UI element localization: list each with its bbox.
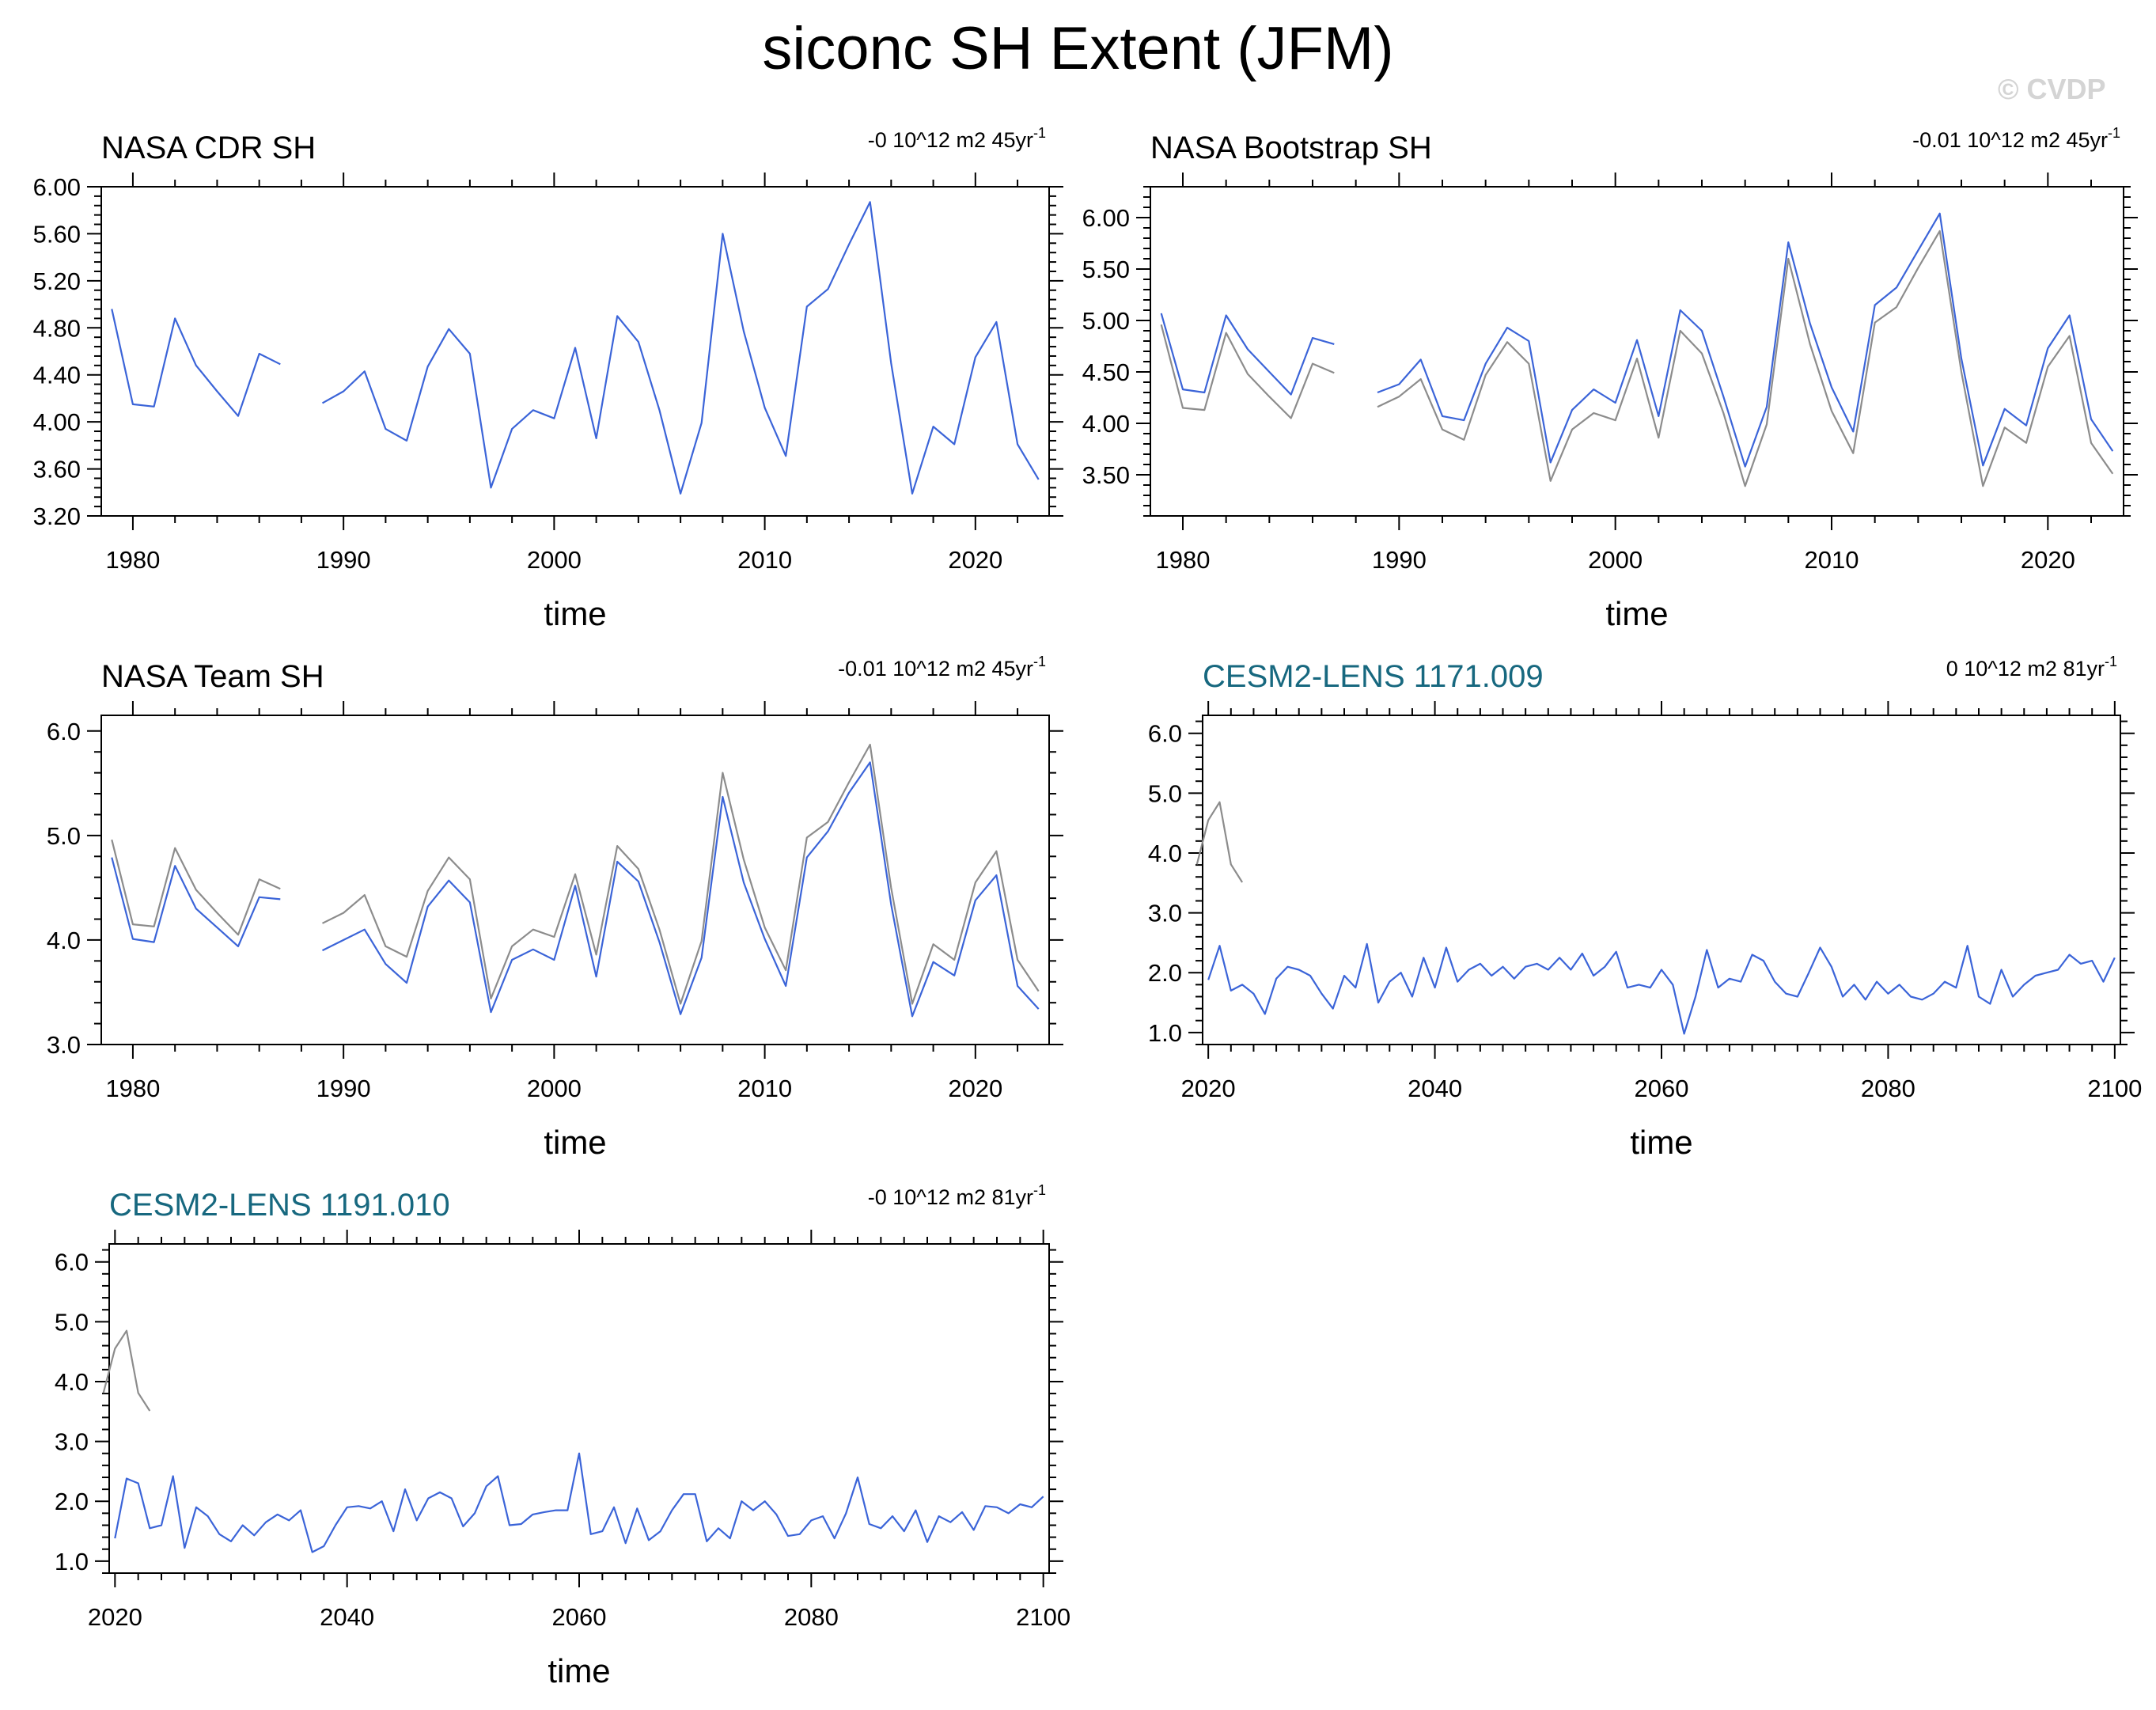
y-tick-label: 6.0: [55, 1249, 89, 1276]
y-tick-label: 1.0: [1148, 1019, 1182, 1047]
series-line-observation: [102, 1329, 151, 1412]
series-line-observation: [1160, 229, 2114, 487]
trend-label: -0 10^12 m2 45yr-1: [868, 125, 1046, 152]
y-tick-label: 4.0: [1148, 840, 1182, 867]
y-tick-label: 2.0: [1148, 959, 1182, 987]
copyright-watermark: © CVDP: [1998, 73, 2106, 105]
x-tick-label: 2060: [552, 1603, 607, 1631]
x-tick-label: 1980: [105, 1075, 160, 1102]
y-tick-label: 3.50: [1082, 461, 1130, 489]
x-tick-label: 2010: [1805, 546, 1859, 574]
y-tick-label: 5.60: [33, 220, 81, 248]
x-tick-label: 2010: [737, 546, 792, 574]
series-line-observation: [111, 743, 1040, 1005]
panel-title: CESM2-LENS 1191.010: [109, 1188, 450, 1223]
x-tick-label: 2020: [948, 1075, 1002, 1102]
y-tick-label: 6.00: [33, 173, 81, 201]
plot-frame: [1202, 715, 2121, 1045]
y-tick-label: 6.0: [1148, 720, 1182, 748]
trend-label: -0 10^12 m2 81yr-1: [868, 1182, 1046, 1209]
y-tick-label: 3.0: [55, 1428, 89, 1456]
x-tick-label: 2020: [2021, 546, 2075, 574]
plot-frame: [1150, 186, 2124, 517]
y-tick-label: 2.0: [55, 1488, 89, 1515]
series-line-model: [111, 201, 1040, 495]
x-tick-label: 2040: [1408, 1075, 1462, 1102]
x-axis-label: time: [1630, 1124, 1692, 1161]
panel-cesm2-1191: 2020 2040 2060 2080 2100 1.0 2.0 3.0 4.0 5.0 6.0 ti…: [55, 1182, 1070, 1689]
y-tick-label: 3.0: [47, 1031, 81, 1059]
x-tick-label: 1980: [1156, 546, 1211, 574]
series-line-observation: [1195, 801, 1244, 883]
x-axis-label: time: [548, 1652, 610, 1689]
series-line-model: [1207, 942, 2116, 1035]
trend-label: -0.01 10^12 m2 45yr-1: [838, 654, 1046, 681]
x-axis-label: time: [544, 1124, 606, 1161]
trend-label: -0.01 10^12 m2 45yr-1: [1912, 125, 2120, 152]
y-tick-label: 3.60: [33, 456, 81, 483]
page-title: siconc SH Extent (JFM): [762, 15, 1394, 82]
y-tick-label: 4.80: [33, 314, 81, 342]
x-tick-label: 1990: [316, 546, 371, 574]
y-tick-label: 4.0: [47, 927, 81, 954]
panel-nasa-cdr: 1980 1990 2000 2010 2020 3.20 3.60 4.00 4.40 4.80…: [33, 125, 1063, 632]
panel-title: NASA Team SH: [101, 659, 324, 694]
x-tick-label: 2080: [1861, 1075, 1915, 1102]
trend-label: 0 10^12 m2 81yr-1: [1946, 654, 2117, 681]
y-tick-label: 5.0: [55, 1308, 89, 1336]
x-axis-label: time: [1605, 595, 1668, 632]
y-tick-label: 5.0: [1148, 779, 1182, 807]
x-tick-label: 1980: [105, 546, 160, 574]
y-tick-label: 4.0: [55, 1368, 89, 1396]
panel-title: CESM2-LENS 1171.009: [1203, 659, 1544, 694]
y-tick-label: 4.00: [33, 408, 81, 436]
y-tick-label: 5.50: [1082, 256, 1130, 283]
x-tick-label: 2010: [737, 1075, 792, 1102]
panel-nasa-bootstrap: 1980 1990 2000 2010 2020 3.50 4.00 4.50 5.00 5.50…: [1082, 125, 2138, 632]
x-tick-label: 2000: [527, 1075, 582, 1102]
series-line-model: [1160, 212, 2114, 468]
x-axis-label: time: [544, 595, 606, 632]
x-tick-label: 1990: [316, 1075, 371, 1102]
y-tick-label: 5.0: [47, 822, 81, 850]
x-tick-label: 2100: [1016, 1603, 1070, 1631]
x-tick-label: 2000: [1588, 546, 1643, 574]
y-tick-label: 5.00: [1082, 307, 1130, 335]
y-tick-label: 3.0: [1148, 900, 1182, 927]
y-tick-label: 4.40: [33, 362, 81, 389]
panel-title: NASA CDR SH: [101, 131, 316, 165]
panel-title: NASA Bootstrap SH: [1150, 131, 1432, 165]
y-tick-label: 4.50: [1082, 358, 1130, 386]
panel-cesm2-1171: 2020 2040 2060 2080 2100 1.0 2.0 3.0 4.0 5.0 6.0 ti…: [1148, 654, 2142, 1161]
x-tick-label: 2080: [784, 1603, 839, 1631]
y-tick-label: 6.00: [1082, 204, 1130, 232]
x-tick-label: 2000: [527, 546, 582, 574]
x-tick-label: 2100: [2087, 1075, 2142, 1102]
x-tick-label: 2020: [1181, 1075, 1236, 1102]
series-line-model: [114, 1452, 1044, 1553]
plot-frame: [100, 715, 1050, 1045]
x-tick-label: 1990: [1372, 546, 1427, 574]
x-tick-label: 2040: [320, 1603, 374, 1631]
x-tick-label: 2020: [88, 1603, 142, 1631]
x-tick-label: 2060: [1635, 1075, 1689, 1102]
y-tick-label: 1.0: [55, 1548, 89, 1575]
plot-frame: [100, 186, 1050, 517]
y-tick-label: 5.20: [33, 267, 81, 295]
x-tick-label: 2020: [948, 546, 1002, 574]
y-tick-label: 6.0: [47, 718, 81, 745]
y-tick-label: 4.00: [1082, 410, 1130, 438]
series-line-model: [111, 761, 1040, 1018]
panel-nasa-team: 1980 1990 2000 2010 2020 3.0 4.0 5.0 6.0 time NASA…: [47, 654, 1063, 1161]
y-tick-label: 3.20: [33, 502, 81, 530]
